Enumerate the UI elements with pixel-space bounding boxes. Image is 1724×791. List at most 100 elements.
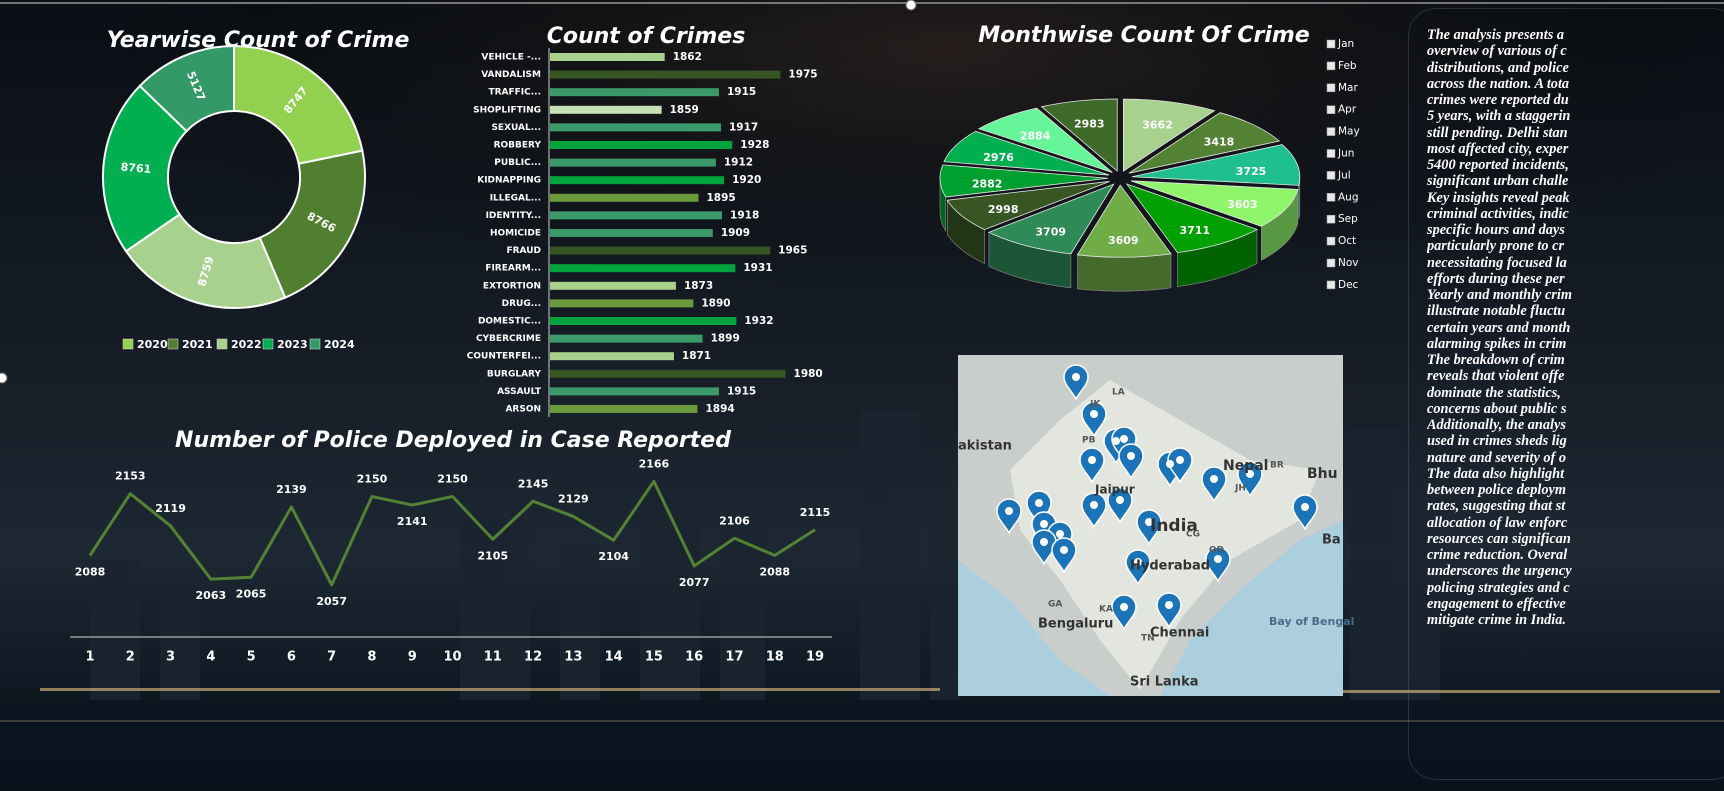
map-pin [1125, 549, 1151, 586]
data-label: 2166 [639, 457, 670, 470]
map: akistan JK LA PB Nepal Bhu Jaipur India BR JH CG OD… [958, 355, 1354, 696]
pie-slice [1131, 144, 1301, 186]
map-pin-dot [1134, 558, 1142, 566]
map-label: akistan [958, 439, 1012, 454]
bar [550, 369, 786, 378]
map-label: Chennai [1150, 626, 1209, 641]
data-label: 3725 [1236, 165, 1267, 178]
y-tick-label: KIDNAPPING [477, 176, 541, 186]
x-tick-label: 2 [126, 650, 135, 665]
bar [550, 299, 694, 308]
panel-line: reveals that violent offe [1427, 368, 1565, 385]
map-pin-dot [1246, 470, 1254, 478]
resize-handle[interactable] [905, 0, 917, 11]
map-pin-dot [1301, 503, 1309, 511]
map-pin-dot [1060, 546, 1068, 554]
legend-label: 2023 [277, 338, 308, 351]
donut-slice [102, 84, 188, 253]
legend-swatch [1326, 236, 1336, 246]
data-label: 3662 [1142, 118, 1173, 131]
data-label: 1894 [705, 403, 734, 415]
panel-line: still pending. Delhi stan [1427, 124, 1568, 141]
panel-line: specific hours and days [1427, 222, 1565, 238]
map-pin [1237, 461, 1263, 498]
pie-slice [939, 164, 1109, 198]
data-label: 2063 [196, 589, 227, 602]
legend-swatch [309, 338, 321, 350]
map-label: Bhu [1307, 466, 1338, 482]
panel-line: most affected city, exper [1427, 140, 1569, 157]
map-pin-dot [1145, 518, 1153, 526]
map-pin-dot [1040, 538, 1048, 546]
legend-label: 2021 [182, 338, 213, 351]
data-label: 2088 [759, 565, 790, 578]
panel-line: illustrate notable fluctu [1427, 303, 1566, 320]
legend-swatch [1326, 171, 1336, 180]
pie-slice [1122, 98, 1216, 172]
panel-line: particularly prone to cr [1427, 238, 1565, 255]
map-label: Ba [1322, 533, 1341, 548]
legend-label: Oct [1338, 235, 1356, 247]
map-pin [1081, 401, 1107, 438]
panel-line: distributions, and police [1427, 59, 1569, 76]
data-label: 1980 [794, 368, 823, 380]
map-label: Jaipur [1094, 483, 1135, 497]
bar [550, 264, 736, 273]
map-pin [1081, 492, 1107, 529]
legend-label: Jan [1337, 38, 1354, 50]
line-series [88, 479, 816, 587]
bar [550, 246, 771, 255]
data-label: 2983 [1074, 118, 1105, 131]
legend-label: Dec [1338, 279, 1359, 291]
resize-handle[interactable] [0, 372, 8, 384]
chart-title: Number of Police Deployed in Case Report… [175, 428, 731, 453]
legend-label: Jun [1337, 148, 1354, 160]
map-label: OD [1209, 546, 1224, 556]
map-pin [1026, 490, 1052, 527]
panel-line: allocation of law enforc [1427, 514, 1568, 531]
pie-tops [939, 98, 1301, 258]
data-label: 1909 [721, 227, 750, 239]
data-label: 1873 [684, 280, 713, 292]
data-label: 1917 [729, 121, 758, 133]
panel-line: crimes were reported du [1427, 92, 1569, 108]
panel-line: Key insights reveal peak [1427, 189, 1570, 206]
map-pin-dot [1040, 520, 1048, 528]
y-tick-label: ARSON [505, 405, 541, 415]
legend-label: Mar [1338, 82, 1358, 94]
donut-slice [138, 44, 235, 133]
legend-label: May [1338, 126, 1360, 138]
panel-line: resources can significan [1427, 530, 1571, 547]
bar [550, 405, 698, 413]
map-label: KA [1099, 605, 1113, 615]
x-tick-label: 19 [806, 650, 824, 665]
x-tick-label: 12 [524, 650, 542, 665]
pie-slice [946, 181, 1110, 231]
panel-line: crime reduction. Overal [1427, 547, 1568, 563]
data-label: 2882 [972, 177, 1003, 190]
y-tick-label: PUBLIC... [494, 158, 541, 168]
panel-line: necessitating focused la [1427, 254, 1567, 271]
panel-line: Yearly and monthly crim [1427, 287, 1572, 303]
legend-label: Sep [1338, 213, 1358, 225]
legend-label: Feb [1338, 60, 1357, 72]
map-label: Bay of Bengal [1269, 615, 1354, 628]
map-pin [1118, 443, 1144, 480]
x-tick-label: 7 [327, 650, 336, 665]
pie-slice [1076, 184, 1172, 258]
pie-slice [977, 107, 1113, 173]
map-pin-dot [1165, 601, 1173, 609]
data-label: 2129 [558, 492, 589, 505]
data-label: 8761 [120, 161, 152, 177]
donut-slice [258, 149, 366, 299]
data-label: 1899 [711, 333, 740, 345]
data-label: 1859 [670, 104, 699, 116]
map-pin-dot [1056, 530, 1064, 538]
data-label: 2976 [983, 151, 1014, 164]
data-label: 1965 [778, 245, 807, 257]
legend-swatch [216, 338, 228, 350]
panel-line: 5 years, with a staggerin [1427, 108, 1571, 125]
panel-line: Additionally, the analys [1427, 417, 1566, 433]
panel-line: dominate the statistics, [1427, 384, 1561, 401]
data-label: 1871 [682, 350, 711, 362]
